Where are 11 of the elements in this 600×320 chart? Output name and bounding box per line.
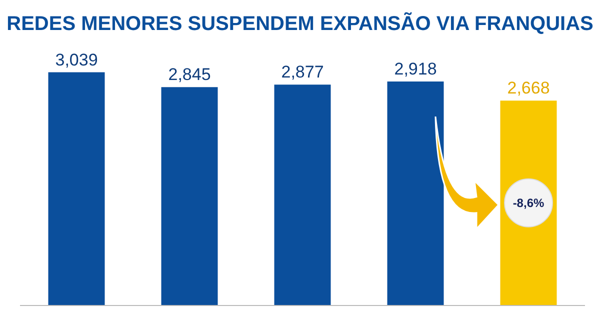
bar [387,82,444,305]
data-label: 2,877 [281,62,324,82]
data-label: 2,845 [168,65,211,84]
annotation: -8,6% [512,196,544,210]
data-label: 2,668 [507,78,550,98]
data-label: 3,039 [55,50,98,70]
bar [161,87,218,305]
bar [274,84,331,305]
chart-title: REDES MENORES SUSPENDEM EXPANSÃO VIA FRANQUIAS [6,12,594,35]
data-label: 2,918 [394,60,437,79]
bar [48,72,105,305]
